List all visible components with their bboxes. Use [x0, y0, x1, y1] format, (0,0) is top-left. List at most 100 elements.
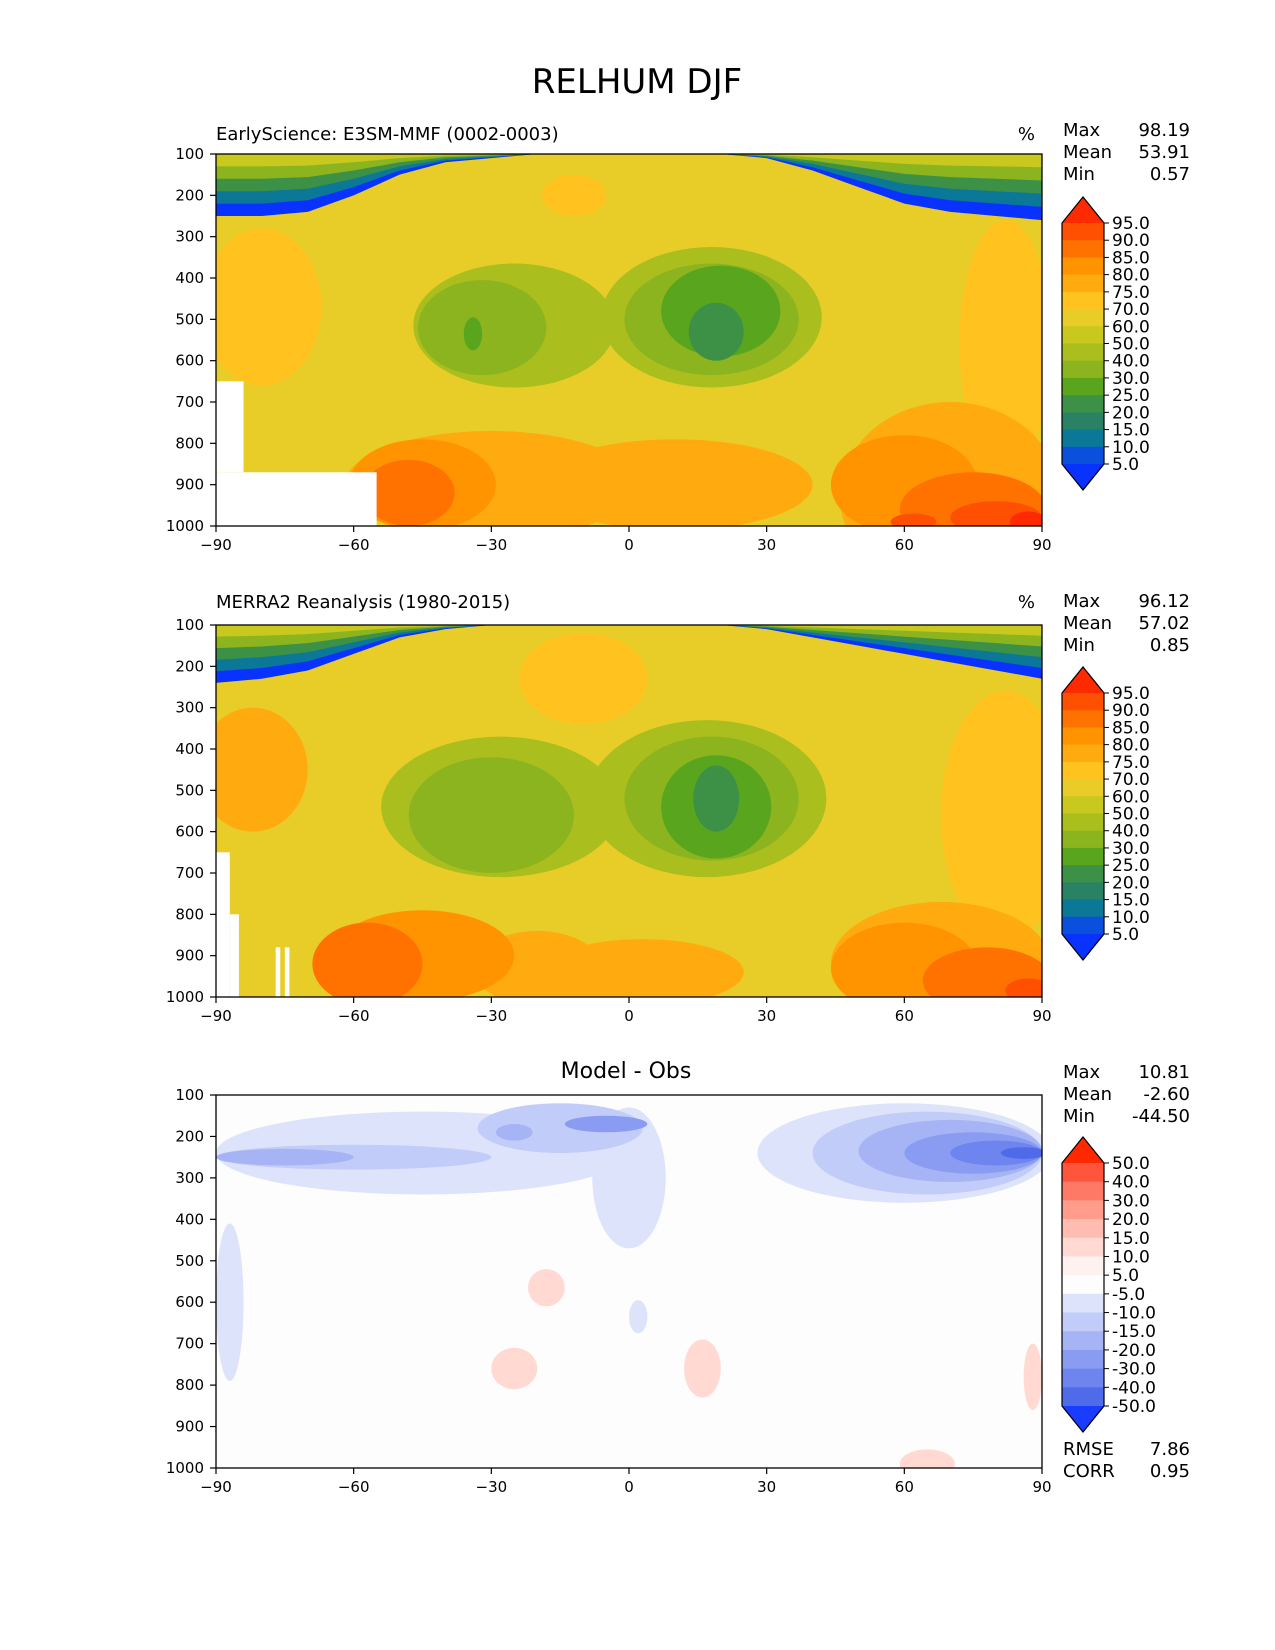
colorbar-obs: 95.090.085.080.075.070.060.050.040.030.0…: [1061, 666, 1150, 961]
contour-region: [1023, 1343, 1042, 1410]
colorbar-swatch: [1062, 1275, 1104, 1295]
y-tick-label: 400: [175, 1210, 204, 1228]
colorbar-level-label: 70.0: [1112, 300, 1150, 320]
colorbar-swatch: [1062, 309, 1104, 327]
y-tick-label: 900: [175, 947, 204, 965]
colorbar-swatch: [1062, 1331, 1104, 1351]
y-tick-label: 600: [175, 1293, 204, 1311]
colorbar-level-label: 25.0: [1112, 856, 1150, 876]
missing-data-region: [229, 914, 239, 997]
x-tick-label: 90: [1032, 536, 1051, 554]
stat-value: 96.12: [1138, 591, 1190, 612]
contour-region: [693, 765, 740, 832]
x-tick-label: 60: [895, 1478, 914, 1496]
x-tick-label: 0: [624, 1007, 634, 1025]
colorbar-swatch: [1062, 343, 1104, 362]
colorbar-diff: 50.040.030.020.015.010.05.0-5.0-10.0-15.…: [1061, 1136, 1156, 1433]
axes-model: −90 −60 −30 0 30 60 90 100 200 300 400 500 600 700 800…: [166, 145, 1052, 554]
stat-label: CORR: [1063, 1461, 1115, 1482]
colorbar-level-label: 50.0: [1112, 335, 1150, 355]
colorbar-swatch: [1062, 1200, 1104, 1220]
colorbar-extend-top: [1062, 1137, 1104, 1163]
contour-region: [216, 707, 308, 832]
colorbar-swatch: [1062, 779, 1104, 797]
panel-title-obs: MERRA2 Reanalysis (1980-2015): [216, 592, 510, 613]
x-tick-label: 60: [895, 536, 914, 554]
stat-label: Mean: [1063, 613, 1112, 634]
x-tick-label: −90: [200, 536, 232, 554]
x-tick-label: 90: [1032, 1007, 1051, 1025]
y-tick-label: 500: [175, 1252, 204, 1270]
colorbar-swatch: [1062, 257, 1104, 276]
x-tick-label: −30: [476, 1007, 508, 1025]
colorbar-level-label: 20.0: [1112, 873, 1150, 893]
colorbar-level-label: 40.0: [1112, 1173, 1150, 1193]
colorbar-level-label: 80.0: [1112, 266, 1150, 286]
y-tick-label: 800: [175, 434, 204, 452]
contour-plot-model: [216, 154, 1042, 526]
colorbar-swatch: [1062, 1349, 1104, 1370]
panel-model: EarlyScience: E3SM-MMF (0002-0003) % −90…: [166, 120, 1190, 554]
y-tick-label: 700: [175, 864, 204, 882]
y-tick-label: 1000: [166, 517, 204, 535]
colorbar-model: 95.090.085.080.075.070.060.050.040.030.0…: [1061, 196, 1150, 491]
colorbar-swatch: [1062, 274, 1104, 293]
colorbar-swatch: [1062, 899, 1104, 918]
contour-top-band: [216, 625, 1042, 683]
contour-region: [541, 174, 607, 216]
colorbar-extend-bottom: [1062, 464, 1104, 490]
contour-region: [216, 228, 322, 386]
colorbar-level-label: -20.0: [1112, 1341, 1156, 1361]
colorbar-extend-bottom: [1062, 934, 1104, 960]
colorbar-level-label: 30.0: [1112, 369, 1150, 389]
colorbar-level-label: 75.0: [1112, 753, 1150, 773]
colorbar-level-label: 20.0: [1112, 1210, 1150, 1230]
contour-region: [941, 691, 1042, 940]
colorbar-level-label: 5.0: [1112, 455, 1139, 475]
colorbar-level-label: 50.0: [1112, 1154, 1150, 1174]
y-tick-label: 500: [175, 310, 204, 328]
colorbar-swatch: [1062, 1312, 1104, 1332]
missing-data-region: [284, 947, 290, 997]
y-tick-label: 400: [175, 740, 204, 758]
colorbar-level-label: 30.0: [1112, 839, 1150, 859]
y-tick-label: 1000: [166, 988, 204, 1006]
contour-plot-diff: [216, 1095, 1042, 1468]
figure-title: RELHUM DJF: [532, 62, 742, 102]
colorbar-extend-bottom: [1062, 1406, 1104, 1432]
y-tick-label: 200: [175, 657, 204, 675]
colorbar-swatch: [1062, 865, 1104, 883]
colorbar-level-label: 25.0: [1112, 386, 1150, 406]
x-tick-label: 30: [757, 1007, 776, 1025]
stat-value: 98.19: [1138, 120, 1190, 141]
contour-plot-obs: [216, 625, 1042, 997]
colorbar-swatch: [1062, 744, 1104, 763]
colorbar-swatch: [1062, 727, 1104, 746]
contour-top-band: [216, 154, 1042, 181]
y-tick-label: 600: [175, 823, 204, 841]
axes-obs: −90 −60 −30 0 30 60 90 100 200 300 400 500 600 700 800…: [166, 616, 1052, 1025]
colorbar-level-label: 5.0: [1112, 1266, 1139, 1286]
stat-value: -44.50: [1132, 1106, 1190, 1127]
y-tick-label: 800: [175, 1376, 204, 1394]
contour-region: [362, 459, 455, 526]
x-tick-label: −30: [476, 1478, 508, 1496]
y-tick-label: 600: [175, 352, 204, 370]
colorbar-swatch: [1062, 761, 1104, 780]
colorbar-level-label: 75.0: [1112, 283, 1150, 303]
colorbar-level-label: 95.0: [1112, 684, 1150, 704]
colorbar-level-label: -40.0: [1112, 1378, 1156, 1398]
colorbar-level-label: 15.0: [1112, 421, 1150, 441]
contour-region: [491, 1347, 538, 1390]
contour-region: [518, 633, 648, 725]
colorbar-level-label: 90.0: [1112, 231, 1150, 251]
contour-region: [541, 939, 744, 997]
colorbar-level-label: 95.0: [1112, 214, 1150, 234]
colorbar-level-label: -30.0: [1112, 1360, 1156, 1380]
x-tick-label: 0: [624, 536, 634, 554]
stat-label: Min: [1063, 1106, 1095, 1127]
y-tick-label: 800: [175, 905, 204, 923]
contour-top-band: [216, 625, 1042, 649]
missing-data-region: [275, 947, 281, 997]
